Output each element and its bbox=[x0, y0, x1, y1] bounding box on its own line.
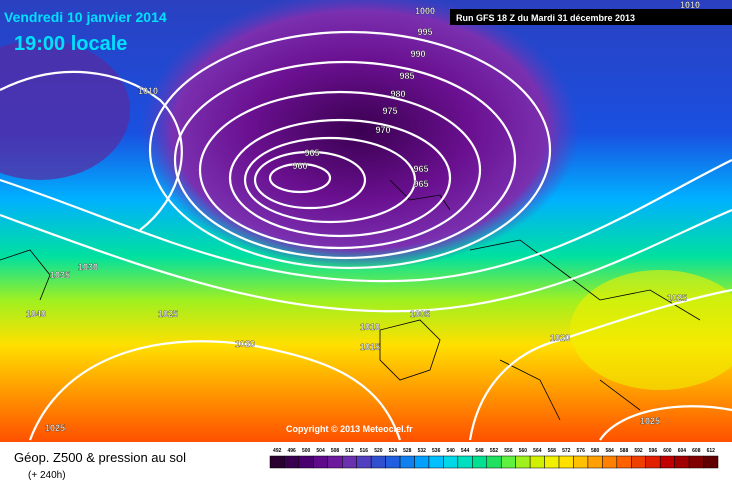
isobar-label: 1020 bbox=[235, 339, 255, 349]
scale-swatch bbox=[370, 455, 386, 469]
scale-label: 528 bbox=[403, 448, 412, 454]
isobar-label: 990 bbox=[410, 49, 425, 59]
scale-swatch bbox=[616, 455, 632, 469]
scale-swatch bbox=[269, 455, 285, 469]
scale-label: 496 bbox=[288, 448, 297, 454]
map-background bbox=[0, 0, 732, 442]
scale-swatch bbox=[284, 455, 300, 469]
isobar-label: 970 bbox=[375, 125, 390, 135]
isobar-label: 965 bbox=[413, 164, 428, 174]
scale-label: 596 bbox=[649, 448, 658, 454]
run: Run GFS 18 Z du Mardi 31 décembre 2013 bbox=[456, 13, 635, 23]
scale-label: 508 bbox=[331, 448, 340, 454]
scale-label: 492 bbox=[273, 448, 282, 454]
scale-swatch bbox=[688, 455, 704, 469]
isobar-label: 1010 bbox=[138, 86, 158, 96]
isobar-label: 1025 bbox=[45, 423, 65, 433]
legend-subtitle: (+ 240h) bbox=[28, 470, 66, 481]
scale-swatch bbox=[529, 455, 545, 469]
scale-swatch bbox=[356, 455, 372, 469]
scale-label: 576 bbox=[577, 448, 586, 454]
isobar-label: 1010 bbox=[680, 0, 700, 10]
scale-swatch bbox=[399, 455, 415, 469]
scale-label: 512 bbox=[345, 448, 354, 454]
isobar-label: 1025 bbox=[640, 416, 660, 426]
scale-label: 524 bbox=[389, 448, 398, 454]
scale-swatch bbox=[298, 455, 314, 469]
scale-swatch bbox=[486, 455, 502, 469]
isobar-label: 980 bbox=[390, 89, 405, 99]
scale-swatch bbox=[457, 455, 473, 469]
scale-swatch bbox=[544, 455, 560, 469]
scale-label: 568 bbox=[548, 448, 557, 454]
scale-swatch bbox=[414, 455, 430, 469]
isobar-label: 1015 bbox=[360, 342, 380, 352]
isobar-label: 965 bbox=[413, 179, 428, 189]
scale-label: 520 bbox=[374, 448, 383, 454]
scale-swatch bbox=[645, 455, 661, 469]
isobar-label: 1025 bbox=[158, 309, 178, 319]
isobars bbox=[0, 30, 732, 441]
scale-label: 600 bbox=[663, 448, 672, 454]
scale-swatch bbox=[313, 455, 329, 469]
scale-label: 556 bbox=[504, 448, 513, 454]
copyright: Copyright © 2013 Meteociel.fr bbox=[286, 424, 413, 434]
scale-swatch bbox=[703, 455, 719, 469]
scale-swatch bbox=[587, 455, 603, 469]
scale-label: 544 bbox=[461, 448, 470, 454]
scale-swatch bbox=[443, 455, 459, 469]
scale-label: 552 bbox=[490, 448, 499, 454]
scale-swatch bbox=[515, 455, 531, 469]
scale-label: 516 bbox=[360, 448, 369, 454]
scale-swatch bbox=[500, 455, 516, 469]
scale-swatch bbox=[342, 455, 357, 469]
scale-swatch bbox=[674, 455, 690, 469]
scale-label: 536 bbox=[432, 448, 441, 454]
legend-title: Géop. Z500 & pression au sol bbox=[14, 450, 186, 465]
scale-swatch bbox=[472, 455, 488, 469]
scale-swatch bbox=[428, 455, 444, 469]
scale-label: 564 bbox=[533, 448, 542, 454]
isobar-label: 985 bbox=[399, 71, 414, 81]
scale-label: 548 bbox=[475, 448, 484, 454]
isobar-label: 1040 bbox=[26, 309, 46, 319]
scale-label: 612 bbox=[707, 448, 716, 454]
scale-label: 504 bbox=[316, 448, 325, 454]
scale-label: 540 bbox=[446, 448, 455, 454]
scale-label: 500 bbox=[302, 448, 311, 454]
scale-label: 604 bbox=[678, 448, 687, 454]
scale-swatch bbox=[602, 455, 618, 469]
isobar-label: 1000 bbox=[415, 6, 435, 16]
isobar-label: 960 bbox=[292, 161, 307, 171]
scale-label: 560 bbox=[519, 448, 528, 454]
date: Vendredi 10 janvier 2014 bbox=[4, 9, 167, 25]
coastlines bbox=[0, 179, 701, 421]
scale-label: 588 bbox=[620, 448, 629, 454]
scale-swatch bbox=[573, 455, 589, 469]
isobar-label: 1035 bbox=[50, 270, 70, 280]
isobar-label: 995 bbox=[417, 27, 432, 37]
scale-swatch bbox=[385, 455, 401, 469]
isobar-label: 1010 bbox=[360, 322, 380, 332]
isobar-label: 1005 bbox=[410, 309, 430, 319]
time: 19:00 locale bbox=[14, 33, 127, 55]
scale-label: 592 bbox=[634, 448, 643, 454]
scale-label: 608 bbox=[692, 448, 701, 454]
scale-swatch bbox=[631, 455, 646, 469]
run-box bbox=[450, 9, 732, 25]
isobar-label: 1030 bbox=[78, 262, 98, 272]
isobar-label: 1025 bbox=[667, 293, 687, 303]
scale-label: 572 bbox=[562, 448, 571, 454]
scale-swatch bbox=[659, 455, 675, 469]
isobar-label: 975 bbox=[382, 106, 397, 116]
scale-label: 532 bbox=[418, 448, 427, 454]
isobar-label: 1020 bbox=[550, 333, 570, 343]
scale-label: 580 bbox=[591, 448, 600, 454]
scale-swatch bbox=[327, 455, 343, 469]
isobar-label: 965 bbox=[304, 148, 319, 158]
scale-swatch bbox=[558, 455, 574, 469]
scale-label: 584 bbox=[605, 448, 614, 454]
